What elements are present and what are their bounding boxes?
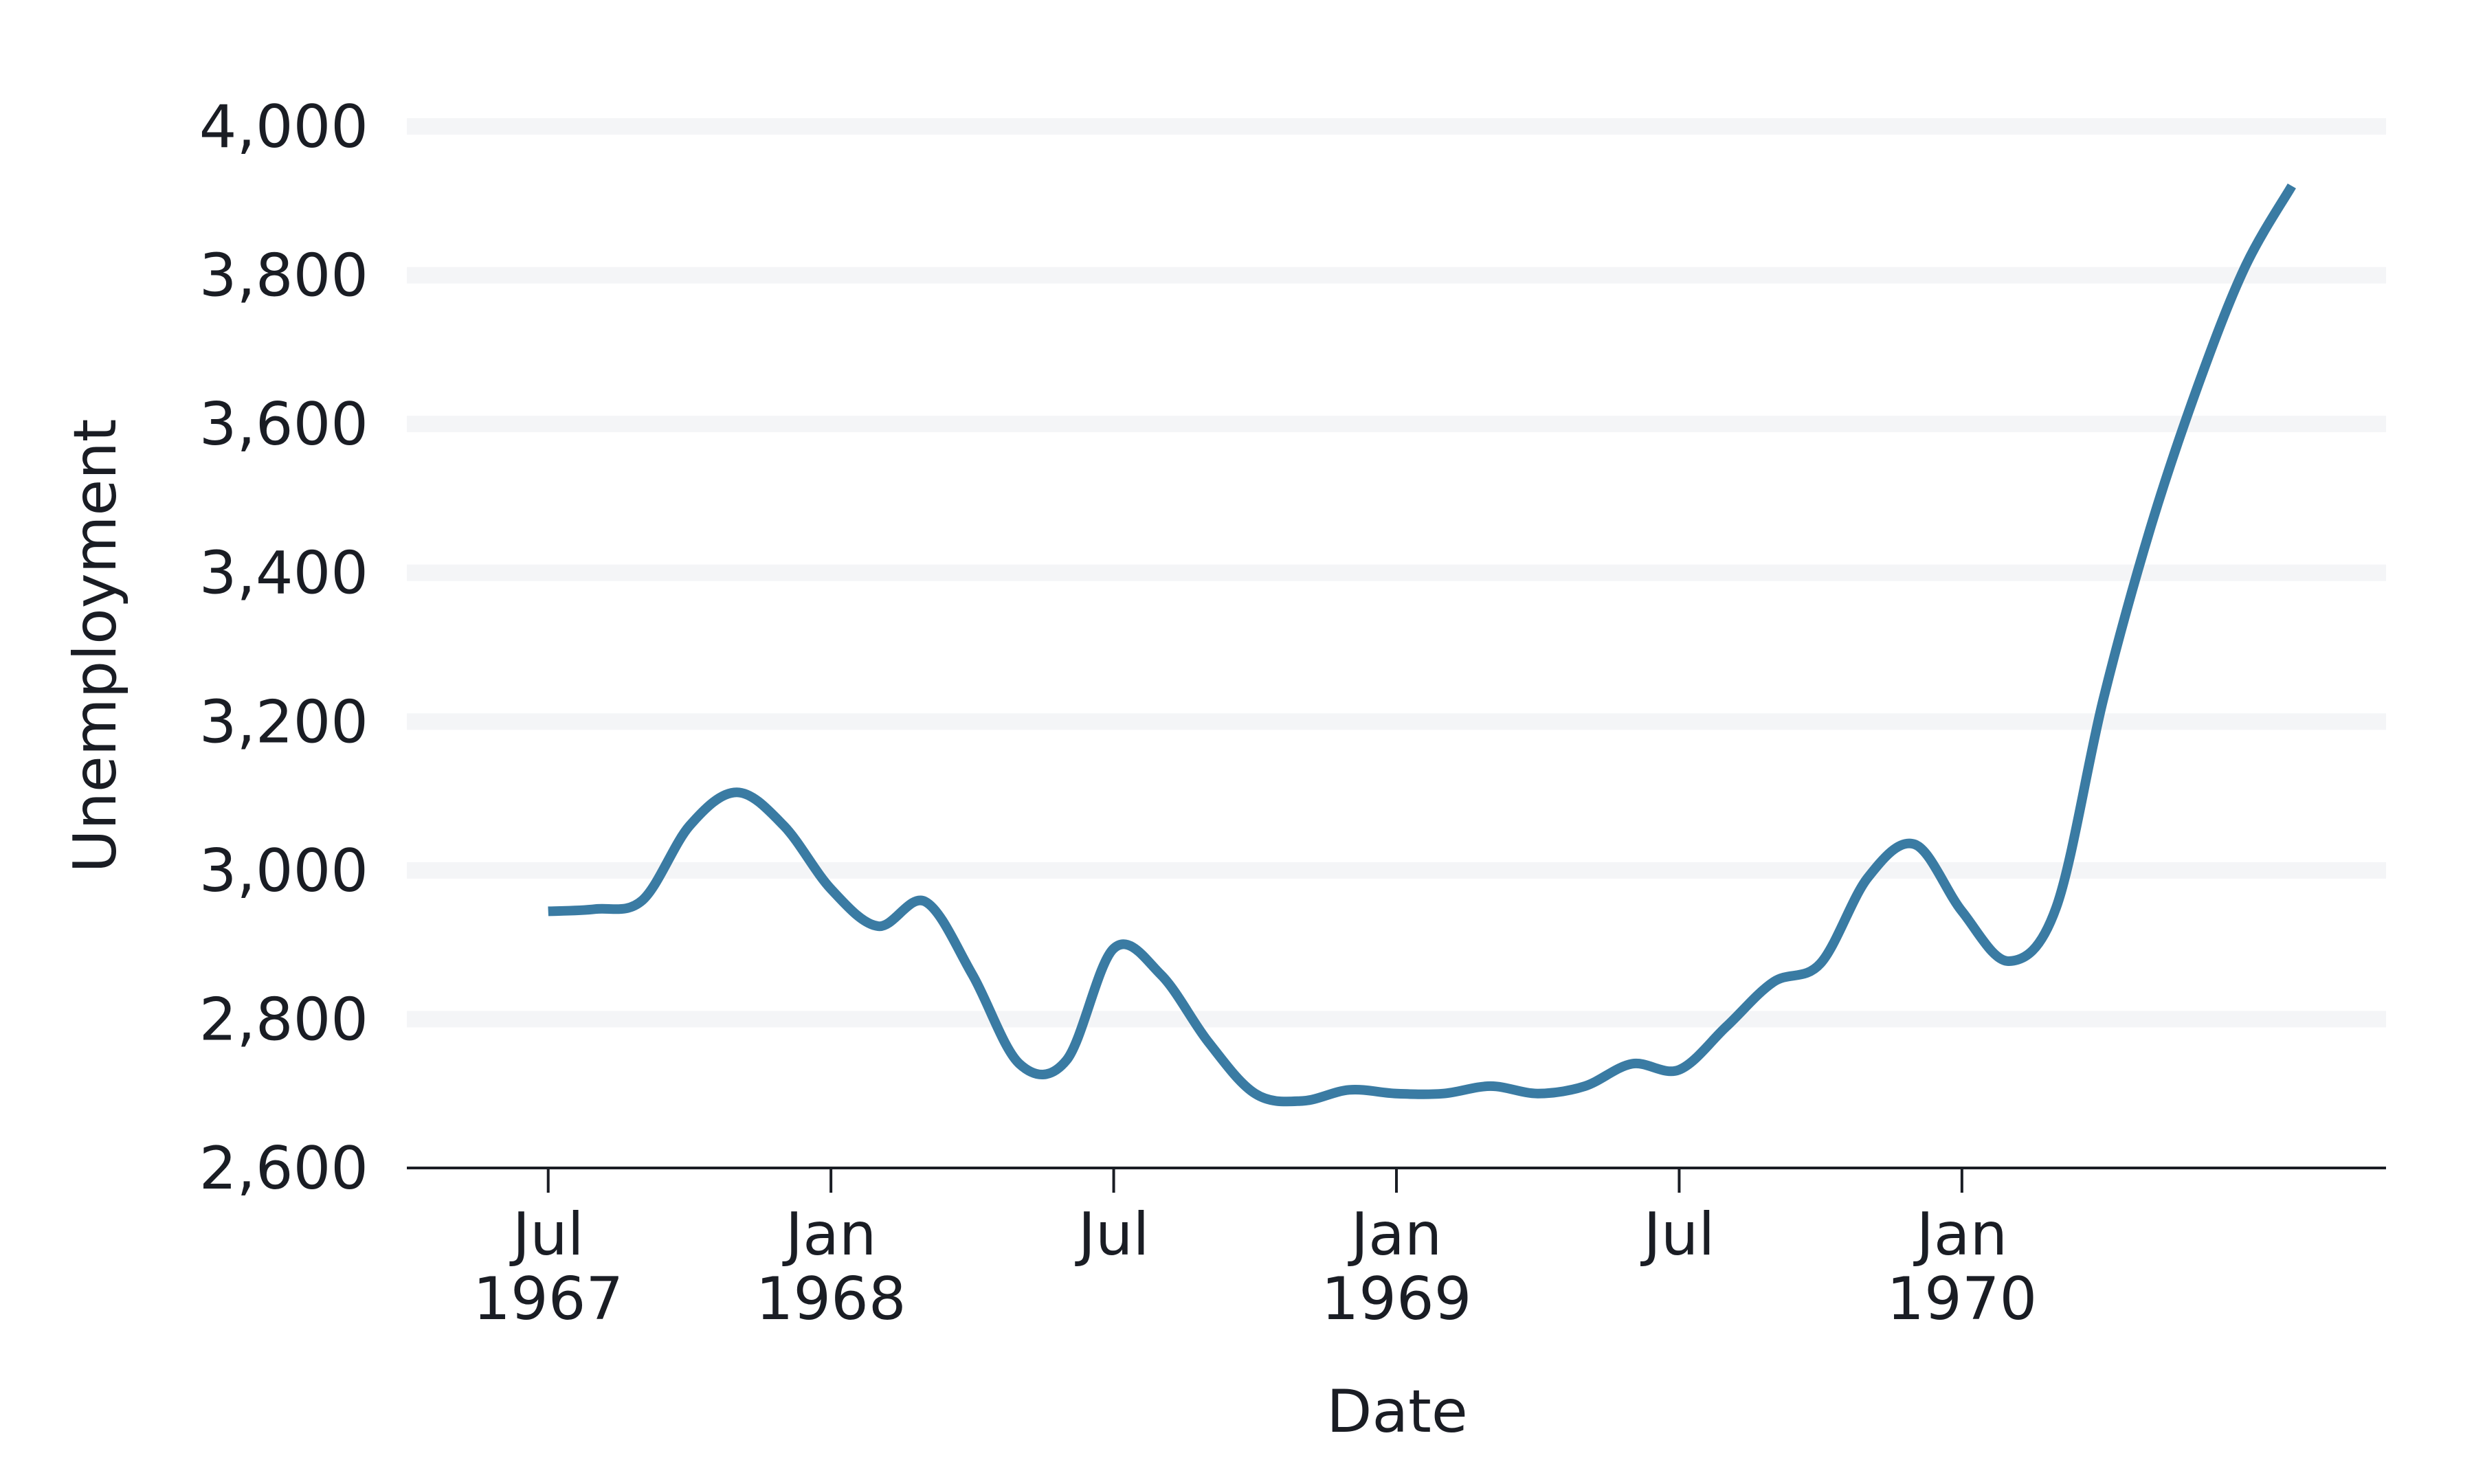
x-tick-label-year: 1970 <box>1886 1265 2037 1334</box>
x-tick-label-month: Jul <box>509 1200 584 1269</box>
x-tick-label-month: Jul <box>1075 1200 1150 1269</box>
y-tick-label: 3,600 <box>199 390 368 459</box>
y-axis-title: Unemployment <box>61 418 130 873</box>
grid-lines <box>407 118 2386 1028</box>
y-tick-label: 3,200 <box>199 688 368 756</box>
x-tick-label-month: Jan <box>1348 1200 1442 1269</box>
x-tick-label-year: 1968 <box>756 1265 906 1334</box>
x-tick-label-year: 1969 <box>1322 1265 1472 1334</box>
series-line-unemployment <box>548 183 2296 1107</box>
y-tick-label: 3,800 <box>199 242 368 311</box>
series-layer <box>548 183 2296 1107</box>
y-tick-label: 3,000 <box>199 837 368 906</box>
y-tick-label: 2,800 <box>199 985 368 1054</box>
y-tick-label: 3,400 <box>199 539 368 608</box>
x-tick-label-year: 1967 <box>473 1265 623 1334</box>
x-tick-label-month: Jan <box>782 1200 877 1269</box>
x-tick-label-month: Jul <box>1640 1200 1715 1269</box>
y-tick-label: 2,600 <box>199 1134 368 1203</box>
y-axis: 2,600 2,800 3,000 3,200 3,400 3,600 3,800 4,000 <box>199 93 368 1203</box>
x-axis-title: Date <box>1326 1378 1468 1446</box>
y-tick-label: 4,000 <box>199 93 368 161</box>
x-tick-label-month: Jan <box>1913 1200 2008 1269</box>
